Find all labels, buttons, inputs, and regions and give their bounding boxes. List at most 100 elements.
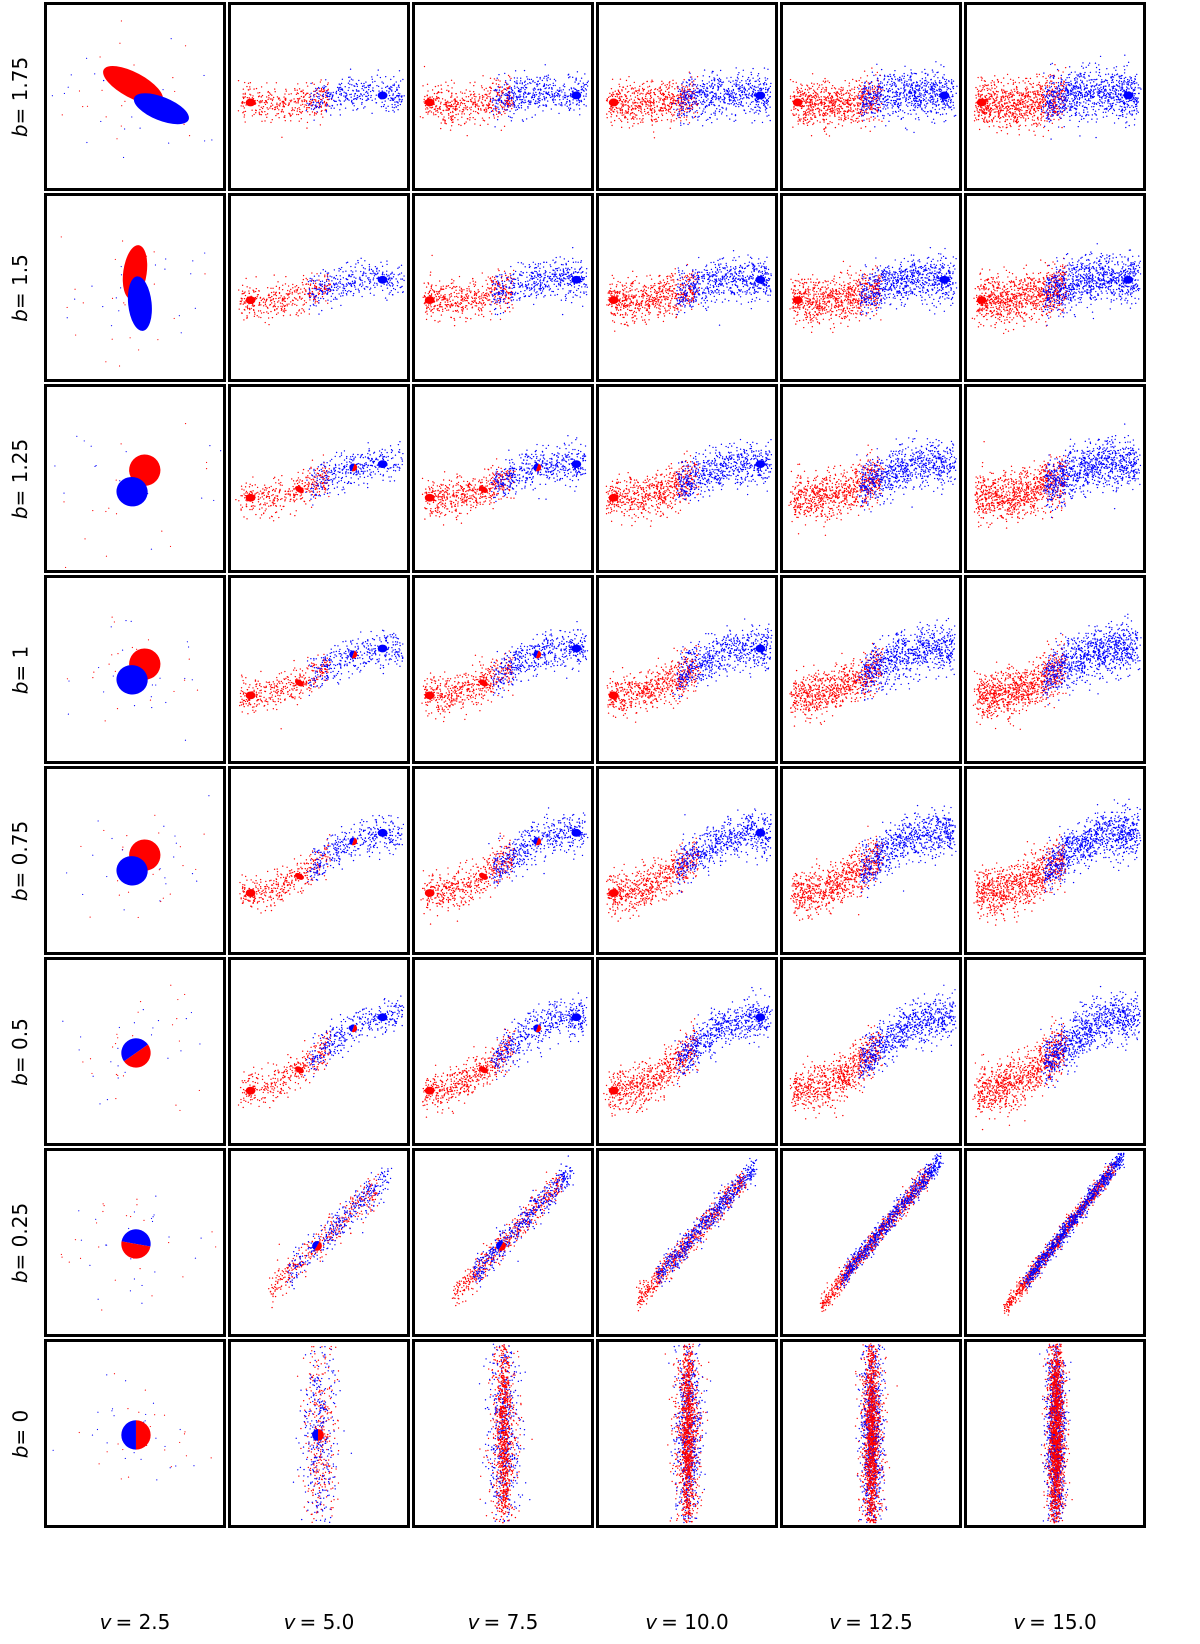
merged-core (533, 650, 542, 659)
row-label: b = 0.25 (0, 1148, 40, 1337)
body-blob (755, 91, 766, 100)
particle-scatter (1003, 1161, 1117, 1316)
simulation-panel (228, 575, 410, 764)
particle-scatter (286, 1167, 393, 1290)
particle-scatter (788, 444, 885, 536)
body-blob (245, 1086, 256, 1095)
particle-scatter (306, 814, 405, 883)
panel-plot (664, 1343, 712, 1524)
body-blob (478, 872, 488, 880)
panel-plot (973, 798, 1142, 926)
panel-plot (973, 54, 1142, 140)
particle-scatter (494, 1344, 513, 1524)
particle-scatter (675, 438, 773, 502)
particle-scatter (78, 1195, 202, 1304)
body-blob (377, 275, 388, 284)
body-blob (755, 644, 766, 653)
particle-scatter (268, 1173, 379, 1309)
body-blob (478, 679, 488, 687)
body-blob (377, 91, 388, 100)
simulation-panel (596, 1339, 778, 1528)
body-blob (976, 296, 987, 305)
body-blob (116, 856, 148, 886)
column-label: v = 12.5 (780, 1604, 962, 1640)
particle-scatter (973, 64, 1068, 138)
body-blob (571, 460, 582, 469)
simulation-panel (964, 1339, 1146, 1528)
particle-scatter (635, 1170, 748, 1312)
panel-plot (789, 984, 957, 1120)
particle-scatter (789, 67, 884, 137)
column-label: v = 5.0 (228, 1604, 410, 1640)
body-blob (424, 296, 435, 305)
body-blob (294, 485, 304, 493)
body-blob (377, 460, 388, 469)
particle-scatter (972, 634, 1068, 730)
panel-plot (789, 61, 958, 137)
panel-plot (66, 795, 210, 919)
body-blob (478, 485, 488, 493)
panel-plot (235, 441, 404, 522)
particle-scatter (478, 1343, 531, 1523)
row-label: b = 0 (0, 1339, 40, 1528)
merged-core (533, 463, 542, 472)
body-blob (116, 477, 148, 507)
simulation-panel (964, 384, 1146, 573)
particle-scatter (421, 458, 516, 526)
panel-plot (789, 617, 956, 727)
particle-scatter (603, 1018, 699, 1117)
panel-plot (62, 984, 201, 1111)
particle-scatter (419, 65, 515, 137)
particle-scatter (422, 1028, 517, 1118)
simulation-panel (412, 766, 594, 955)
particle-scatter (678, 1343, 697, 1524)
particle-scatter (858, 984, 957, 1088)
body-blob (755, 1013, 766, 1022)
simulation-panel (964, 766, 1146, 955)
row-label: b = 1 (0, 575, 40, 764)
body-blob (294, 1066, 304, 1074)
body-blob (294, 679, 304, 687)
particle-scatter (606, 645, 702, 723)
simulation-panel (412, 575, 594, 764)
simulation-panel (44, 766, 226, 955)
simulation-panel (44, 1148, 226, 1337)
row-label: b = 1.25 (0, 384, 40, 573)
panel-plot (972, 985, 1141, 1131)
panel-plot (239, 629, 404, 730)
body-blob (755, 828, 766, 837)
simulation-panel (964, 2, 1146, 191)
row-label: b = 1.5 (0, 193, 40, 382)
merged-core (349, 1024, 358, 1033)
panel-plot (972, 613, 1142, 730)
simulation-panel (228, 957, 410, 1146)
panel-plot (603, 986, 773, 1117)
particle-scatter (305, 68, 405, 121)
body-blob (1123, 91, 1134, 100)
body-blob (424, 691, 435, 700)
particle-scatter (422, 254, 515, 327)
body-blob (377, 644, 388, 653)
body-blob (478, 1066, 488, 1074)
body-blob (133, 93, 189, 125)
panel-plot (237, 995, 405, 1109)
particle-scatter (1042, 423, 1142, 518)
body-blob (116, 665, 148, 695)
simulation-panel (228, 384, 410, 573)
particle-scatter (304, 995, 405, 1078)
body-blob (424, 98, 435, 107)
merged-core (312, 1241, 322, 1251)
particle-scatter (305, 441, 404, 506)
panel-plot (66, 616, 199, 741)
simulation-panel (780, 1148, 962, 1337)
simulation-panel (228, 766, 410, 955)
body-blob (245, 889, 256, 897)
particle-scatter (420, 832, 517, 925)
body-blob (1123, 275, 1134, 284)
merged-core (533, 1024, 542, 1033)
particle-scatter (421, 650, 515, 723)
body-blob (608, 493, 619, 502)
row-label: b = 1.75 (0, 2, 40, 191)
particle-scatter (675, 250, 772, 326)
